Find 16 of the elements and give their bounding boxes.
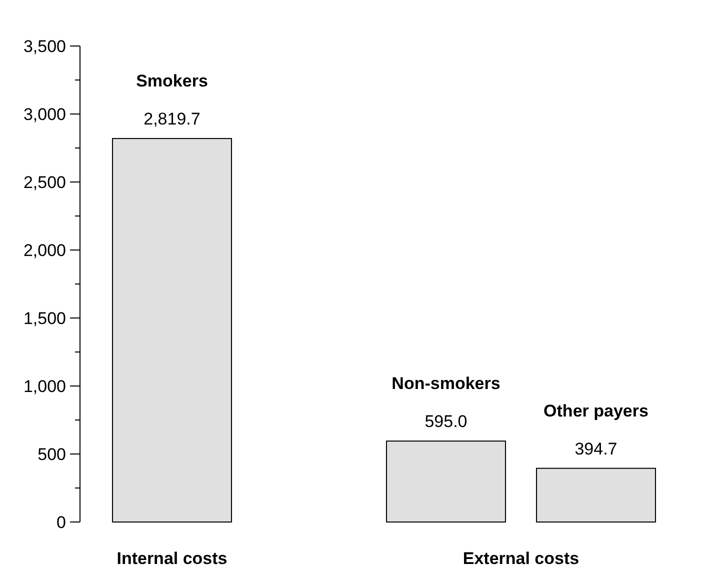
y-tick-label: 3,000 bbox=[23, 105, 66, 124]
y-tick-label: 2,000 bbox=[23, 241, 66, 260]
y-tick-label: 500 bbox=[38, 445, 66, 464]
y-tick-label: 1,000 bbox=[23, 377, 66, 396]
data-label: 595.0 bbox=[424, 412, 468, 432]
text: Internal costs bbox=[116, 549, 228, 568]
text: External costs bbox=[462, 549, 580, 568]
x-tick-label: Other payers bbox=[544, 401, 648, 420]
y-tick-label: 3,500 bbox=[23, 37, 66, 56]
x-tick-label: Non-smokers bbox=[392, 374, 500, 394]
data-label: 2,819.7 bbox=[144, 110, 200, 129]
y-tick-label: 2,500 bbox=[23, 173, 66, 192]
x-tick-label: Smokers bbox=[136, 72, 208, 91]
y-tick-label: 1,500 bbox=[23, 309, 66, 328]
data-label: 394.7 bbox=[574, 439, 618, 458]
y-tick-label: 0 bbox=[56, 513, 66, 532]
